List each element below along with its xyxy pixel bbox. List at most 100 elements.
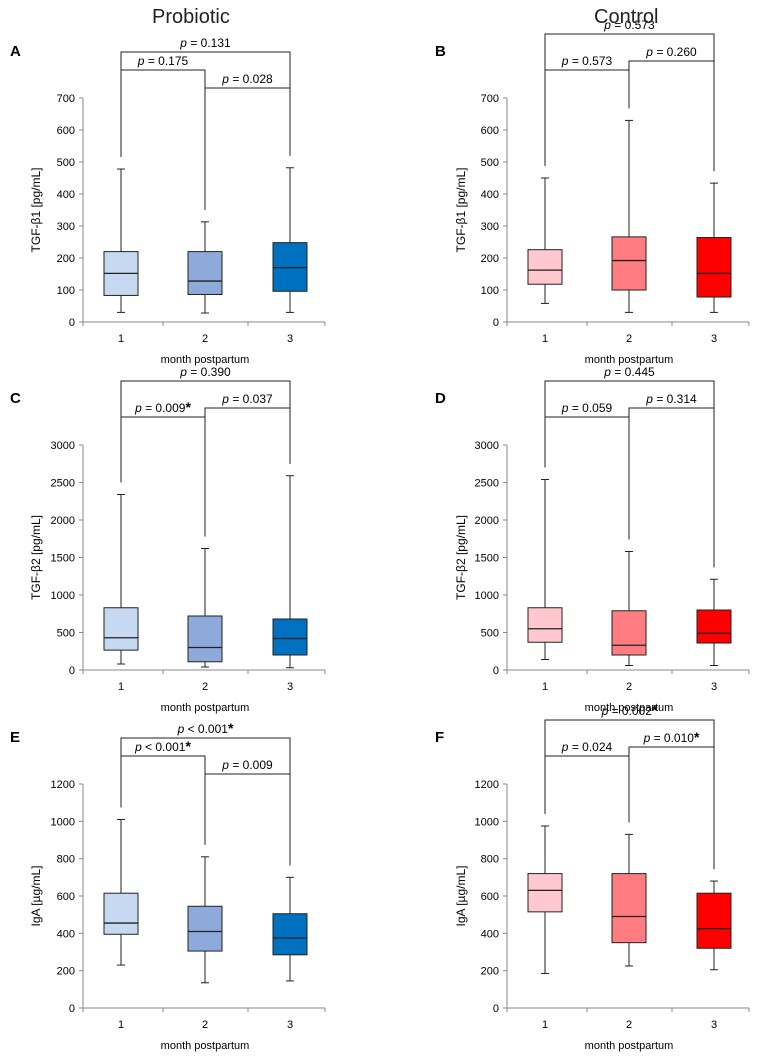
y-tick-label: 800 [57,854,75,866]
x-tick-label: 2 [626,1019,632,1031]
p-value-label: p < 0.001* [177,720,234,736]
x-tick-label: 3 [287,681,293,693]
y-tick-label: 400 [481,928,499,940]
x-axis-label: month postpartum [161,354,250,366]
y-tick-label: 0 [493,317,499,329]
y-axis-label: TGF-β2 [pg/mL] [29,515,43,600]
y-tick-label: 700 [57,93,75,105]
p-value-label: p = 0.028 [221,72,273,86]
panel-letter: C [10,390,21,407]
x-tick-label: 1 [542,1019,548,1031]
y-tick-label: 1500 [51,553,75,565]
significance-bracket [204,773,291,866]
x-axis-label: month postpartum [585,702,674,714]
y-tick-label: 500 [57,157,75,169]
y-tick-label: 200 [57,253,75,265]
significance-bracket [628,60,715,172]
y-tick-label: 300 [57,221,75,233]
box [187,905,223,952]
panel-e: E 0 200 400 600 800 1000 1200 1 2 3 month postpartu… [10,720,326,1052]
y-tick-label: 0 [69,1003,75,1015]
x-tick-label: 3 [287,1019,293,1031]
panel-letter: D [435,390,446,407]
box [103,607,139,651]
p-value-label: p = 0.059 [561,401,613,415]
panel-c: C 0 500 1000 1500 2000 2500 3000 1 2 3 month postpa… [10,365,326,714]
y-axis-label: TGF-β2 [pg/mL] [454,515,468,600]
p-value-label: p = 0.009 [221,758,273,772]
significance-bracket [628,407,715,568]
panel-b: B 0 100 200 300 400 500 600 700 1 2 3 month postpart… [435,18,750,366]
p-value-label: p = 0.573 [561,54,613,68]
y-tick-label: 600 [57,891,75,903]
y-tick-label: 0 [69,665,75,677]
y-tick-label: 600 [481,125,499,137]
p-value-label: p = 0.037 [221,392,273,406]
x-tick-label: 1 [118,681,124,693]
x-tick-label: 2 [626,681,632,693]
x-tick-label: 1 [118,1019,124,1031]
p-value-label: p = 0.131 [179,36,231,50]
y-tick-label: 600 [57,125,75,137]
y-tick-label: 1000 [475,816,499,828]
y-tick-label: 400 [57,928,75,940]
panel-letter: A [10,43,21,60]
box [272,913,308,956]
y-tick-label: 1000 [475,590,499,602]
y-tick-label: 1500 [475,553,499,565]
p-value-label: p = 0.260 [645,45,697,59]
p-value-label: p = 0.010* [643,729,700,745]
significance-bracket [120,755,206,845]
panel-letter: F [435,729,444,746]
panel-f: F 0 200 400 600 800 1000 1200 1 2 3 month postpartu… [435,702,750,1052]
x-axis-label: month postpartum [585,1040,674,1052]
box [527,873,563,913]
significance-bracket [544,380,715,568]
p-value-label: p = 0.024 [561,740,613,754]
significance-bracket [204,407,291,537]
box [611,873,647,944]
significance-bracket [544,719,715,870]
box [696,892,732,949]
x-tick-label: 2 [202,681,208,693]
x-tick-label: 2 [202,333,208,345]
y-tick-label: 0 [69,317,75,329]
y-tick-label: 500 [481,628,499,640]
significance-bracket [544,416,630,540]
x-axis-label: month postpartum [161,1040,250,1052]
panel-d: D 0 500 1000 1500 2000 2500 3000 1 2 3 month postpa… [435,365,750,714]
p-value-label: p = 0.009* [134,399,191,415]
y-tick-label: 800 [481,854,499,866]
panel-letter: E [10,729,20,746]
significance-bracket [544,69,630,166]
y-axis-label: IgA [µg/mL] [454,866,468,927]
x-tick-label: 1 [118,333,124,345]
y-tick-label: 100 [481,285,499,297]
x-tick-label: 3 [287,333,293,345]
y-tick-label: 600 [481,891,499,903]
box [696,237,732,298]
x-tick-label: 3 [711,333,717,345]
p-value-label: p = 0.573 [603,18,655,32]
box [187,615,223,663]
p-value-label: p = 0.390 [179,365,231,379]
y-tick-label: 2500 [475,478,499,490]
x-tick-label: 3 [711,1019,717,1031]
p-value-label: p = 0.002* [601,702,658,718]
box [527,607,563,643]
panel-a: A 0 100 200 300 400 500 600 700 1 2 3 month postpart… [10,36,326,366]
y-tick-label: 2000 [51,515,75,527]
x-tick-label: 1 [542,333,548,345]
panel-letter: B [435,43,446,60]
y-tick-label: 300 [481,221,499,233]
box [103,892,139,935]
box [696,609,732,644]
x-axis-label: month postpartum [161,702,250,714]
column-title-control: Control [594,6,659,28]
y-tick-label: 200 [481,253,499,265]
x-tick-label: 2 [202,1019,208,1031]
significance-bracket [544,755,630,823]
significance-bracket [120,737,291,866]
